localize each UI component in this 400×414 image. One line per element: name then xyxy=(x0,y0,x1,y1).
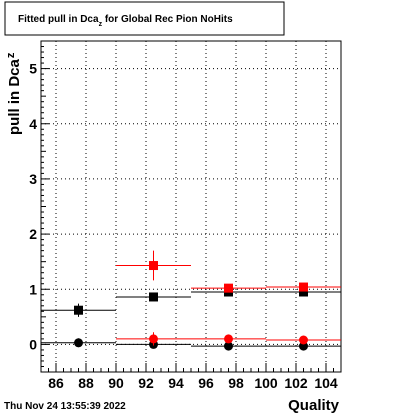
title-box xyxy=(4,1,285,36)
data-point-square xyxy=(149,292,158,302)
x-tick-label: 100 xyxy=(254,375,278,391)
y-tick-label: 1 xyxy=(29,281,37,297)
data-point-square xyxy=(74,305,83,315)
chart-title-suffix: for Global Rec Pion NoHits xyxy=(102,14,233,25)
x-axis-label: Quality xyxy=(288,397,340,414)
x-tick-label: 102 xyxy=(284,375,308,391)
x-tick-label: 86 xyxy=(48,375,64,391)
data-point-circle xyxy=(149,334,158,344)
data-point-circle xyxy=(224,341,233,351)
data-point-square xyxy=(299,287,308,297)
y-tick-label: 5 xyxy=(29,61,37,77)
data-point-square xyxy=(299,282,308,292)
y-axis-label-main: pull in Dca xyxy=(6,59,23,136)
plot-frame xyxy=(40,40,342,373)
x-tick-label: 94 xyxy=(168,375,184,391)
x-tick-label: 90 xyxy=(108,375,124,391)
x-tick-label: 88 xyxy=(78,375,94,391)
y-tick-labels: 0 1 2 3 4 5 xyxy=(29,61,37,353)
timestamp: Thu Nov 24 13:55:39 2022 xyxy=(4,401,126,412)
x-tick-label: 104 xyxy=(314,375,338,391)
chart-title-prefix: Fitted pull in Dca xyxy=(18,14,99,25)
data-point-square xyxy=(224,283,233,293)
chart-title: Fitted pull in Dcaz for Global Rec Pion … xyxy=(18,14,233,28)
data-point-circle xyxy=(299,335,308,345)
x-tick-label: 98 xyxy=(228,375,244,391)
y-tick-label: 0 xyxy=(29,336,37,352)
y-tick-label: 2 xyxy=(29,226,37,242)
axis-ticks xyxy=(40,40,342,373)
data-series xyxy=(41,250,341,351)
x-tick-label: 92 xyxy=(138,375,154,391)
y-axis-label: pull in Dcaz xyxy=(5,52,23,135)
data-point-square xyxy=(149,261,158,271)
x-tick-label: 96 xyxy=(198,375,214,391)
data-point-circle xyxy=(74,338,83,348)
chart-title-subscript: z xyxy=(99,21,103,28)
y-axis-label-subscript: z xyxy=(5,52,17,58)
x-tick-labels: 86 88 90 92 94 96 98 100 102 104 xyxy=(48,375,338,391)
data-point-circle xyxy=(224,334,233,344)
y-tick-label: 4 xyxy=(29,116,37,132)
y-tick-label: 3 xyxy=(29,171,37,187)
